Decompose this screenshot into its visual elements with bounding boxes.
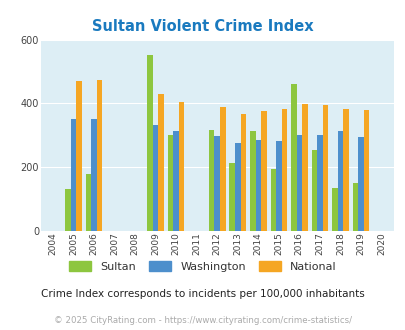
Bar [240,114,245,231]
Bar [270,169,275,231]
Bar [220,107,225,231]
Bar [290,84,296,231]
Bar [331,188,337,231]
Bar [85,174,91,231]
Bar [173,130,179,231]
Bar [209,130,214,231]
Bar [214,136,220,231]
Bar [152,125,158,231]
Text: Sultan Violent Crime Index: Sultan Violent Crime Index [92,19,313,34]
Bar [363,110,369,231]
Bar [158,94,164,231]
Bar [91,119,96,231]
Bar [179,102,184,231]
Bar [322,105,327,231]
Bar [229,163,234,231]
Bar [281,109,286,231]
Bar [275,141,281,231]
Bar [249,130,255,231]
Bar [352,182,357,231]
Bar [296,135,301,231]
Bar [70,119,76,231]
Bar [316,135,322,231]
Bar [260,112,266,231]
Bar [255,140,260,231]
Bar [65,188,70,231]
Bar [96,80,102,231]
Bar [301,104,307,231]
Text: © 2025 CityRating.com - https://www.cityrating.com/crime-statistics/: © 2025 CityRating.com - https://www.city… [54,315,351,325]
Bar [234,143,240,231]
Legend: Sultan, Washington, National: Sultan, Washington, National [64,256,341,276]
Bar [342,109,348,231]
Bar [357,137,363,231]
Bar [76,82,81,231]
Bar [311,150,316,231]
Text: Crime Index corresponds to incidents per 100,000 inhabitants: Crime Index corresponds to incidents per… [41,289,364,299]
Bar [337,130,342,231]
Bar [147,54,152,231]
Bar [167,135,173,231]
